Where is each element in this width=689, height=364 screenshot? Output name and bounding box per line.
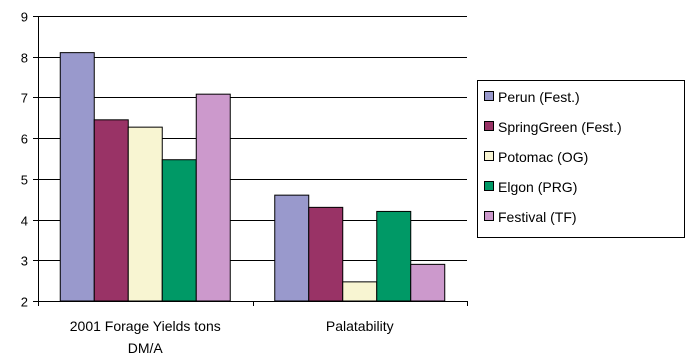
bars <box>59 52 446 302</box>
legend-swatch <box>484 121 494 131</box>
y-tick-label: 2 <box>21 295 28 310</box>
x-category-label: Palatability <box>326 318 394 334</box>
bar <box>161 159 197 302</box>
legend-label: SpringGreen (Fest.) <box>498 119 622 135</box>
legend-swatch <box>484 211 494 221</box>
y-tick-label: 4 <box>21 214 28 229</box>
y-tick-label: 5 <box>21 173 28 188</box>
bar <box>93 119 129 302</box>
x-category-labels: 2001 Forage Yields tons DM/A Palatability <box>70 318 394 356</box>
legend-swatch <box>484 181 494 191</box>
x-category-label: DM/A <box>128 340 164 356</box>
bar <box>274 194 310 302</box>
bar <box>342 281 378 302</box>
legend: Perun (Fest.) SpringGreen (Fest.) Potomac … <box>477 80 685 238</box>
legend-swatch <box>484 91 494 101</box>
legend-label: Potomac (OG) <box>498 149 588 165</box>
y-tick-label: 3 <box>21 254 28 269</box>
y-tick-label: 6 <box>21 132 28 147</box>
legend-swatch <box>484 151 494 161</box>
legend-label: Perun (Fest.) <box>498 89 580 105</box>
bar <box>410 263 446 302</box>
legend-box <box>477 80 685 238</box>
bar <box>195 93 231 302</box>
y-tick-label: 8 <box>21 51 28 66</box>
legend-label: Elgon (PRG) <box>498 179 577 195</box>
bar <box>376 210 412 302</box>
axes <box>33 16 468 306</box>
x-category-label: 2001 Forage Yields tons <box>70 318 221 334</box>
y-tick-labels: 2 3 4 5 6 7 8 9 <box>21 10 28 310</box>
bar <box>127 126 163 302</box>
y-tick-label: 7 <box>21 91 28 106</box>
legend-label: Festival (TF) <box>498 209 577 225</box>
bar <box>308 206 344 302</box>
y-tick-label: 9 <box>21 10 28 25</box>
bar <box>59 52 95 302</box>
